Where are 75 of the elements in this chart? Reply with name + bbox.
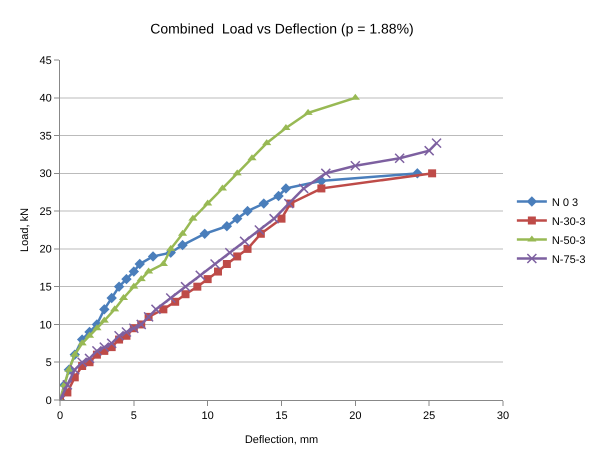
point bbox=[114, 330, 124, 342]
legend-label: N-75-3 bbox=[552, 254, 586, 266]
point bbox=[62, 380, 73, 390]
x-tick-label: 5 bbox=[130, 410, 137, 422]
point bbox=[159, 305, 168, 314]
point bbox=[134, 258, 145, 270]
point bbox=[394, 152, 405, 164]
point bbox=[239, 236, 250, 247]
point bbox=[254, 224, 265, 236]
point bbox=[224, 247, 236, 258]
x-tick-label: 25 bbox=[423, 410, 436, 422]
y-tick-label: 45 bbox=[40, 54, 52, 67]
point bbox=[431, 138, 442, 148]
y-tick-label: 25 bbox=[40, 206, 52, 218]
point bbox=[214, 268, 222, 276]
point bbox=[210, 258, 220, 270]
point bbox=[193, 282, 202, 291]
point bbox=[84, 353, 95, 364]
point bbox=[268, 213, 280, 224]
point bbox=[121, 326, 132, 338]
legend-label: N 0 3 bbox=[552, 196, 578, 209]
x-axis-title: Deflection, mm bbox=[244, 434, 318, 446]
y-axis-title: Load, kN bbox=[19, 208, 31, 252]
point bbox=[258, 198, 269, 209]
point bbox=[284, 198, 294, 209]
point bbox=[242, 206, 253, 216]
y-tick-label: 35 bbox=[40, 130, 52, 142]
chart-title: Combined Load vs Deflection (p = 1.88%) bbox=[150, 20, 414, 37]
point bbox=[106, 292, 117, 304]
point bbox=[298, 183, 309, 194]
point bbox=[121, 274, 132, 284]
point bbox=[280, 183, 292, 194]
point bbox=[150, 304, 162, 315]
point bbox=[76, 356, 88, 368]
point bbox=[278, 214, 286, 223]
point bbox=[317, 184, 326, 192]
x-tick-label: 20 bbox=[349, 410, 362, 422]
x-tick-label: 30 bbox=[496, 410, 510, 422]
y-tick-label: 5 bbox=[46, 357, 52, 370]
point bbox=[200, 228, 210, 239]
point bbox=[99, 304, 110, 315]
y-tick-label: 20 bbox=[40, 244, 52, 256]
point bbox=[106, 338, 117, 349]
point bbox=[92, 346, 102, 356]
point bbox=[166, 292, 176, 304]
point bbox=[148, 251, 158, 262]
x-tick-label: 10 bbox=[202, 410, 214, 422]
point bbox=[222, 221, 232, 232]
y-tick-label: 15 bbox=[40, 282, 52, 294]
point bbox=[99, 342, 110, 352]
point bbox=[350, 160, 361, 172]
point bbox=[204, 275, 212, 284]
point bbox=[428, 169, 436, 178]
point bbox=[114, 281, 124, 292]
y-tick-label: 10 bbox=[40, 319, 52, 332]
x-tick-label: 0 bbox=[56, 410, 64, 422]
point bbox=[180, 281, 191, 292]
y-tick-label: 40 bbox=[40, 92, 52, 105]
y-tick-label: 30 bbox=[40, 168, 52, 180]
point bbox=[233, 252, 242, 260]
point bbox=[182, 290, 190, 298]
x-tick-label: 15 bbox=[275, 410, 288, 422]
point bbox=[244, 244, 252, 253]
point bbox=[273, 190, 284, 202]
legend-label: N-30-3 bbox=[552, 216, 586, 228]
point bbox=[320, 168, 332, 179]
point bbox=[70, 364, 80, 376]
point bbox=[128, 266, 140, 277]
point bbox=[232, 213, 242, 224]
point bbox=[424, 145, 434, 156]
y-tick-label: 0 bbox=[46, 394, 52, 407]
legend-label: N-50-3 bbox=[552, 234, 586, 247]
point bbox=[177, 240, 188, 250]
point bbox=[195, 270, 206, 281]
point bbox=[222, 260, 231, 268]
